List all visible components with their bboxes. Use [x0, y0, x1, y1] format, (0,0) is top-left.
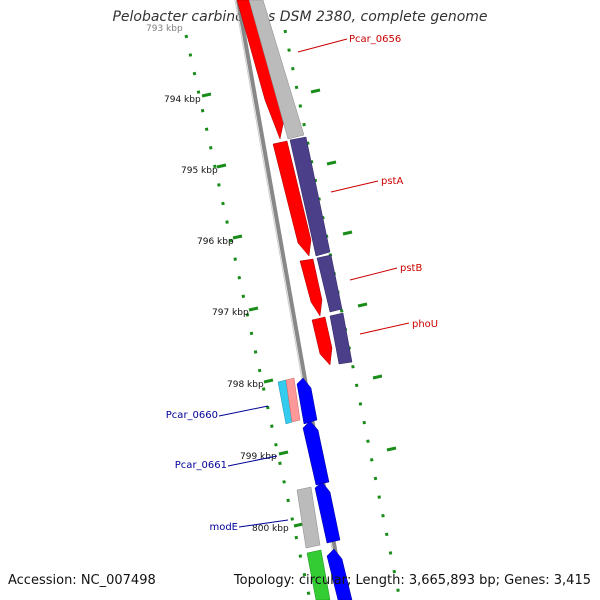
- leader-lines: [218, 38, 410, 528]
- tick-795: [216, 163, 227, 169]
- gene-label-psta: pstA: [381, 176, 403, 187]
- cog-gray-block-2: [296, 486, 321, 549]
- cog-left-track: [277, 377, 331, 600]
- tick-799: [278, 450, 289, 456]
- cds-forward-track: [236, 0, 333, 366]
- map-title: Pelobacter carbinolicus DSM 2380, comple…: [112, 9, 488, 25]
- cog-track: [248, 0, 353, 365]
- tick-797: [248, 306, 259, 312]
- ruler-label-795: 795 kbp: [181, 166, 218, 176]
- genome-summary-label: Topology: circular; Length: 3,665,893 bp…: [233, 573, 591, 588]
- cog-gray-block: [248, 0, 305, 140]
- cog-purple-block-1: [289, 136, 331, 257]
- cds-mode: [314, 481, 341, 544]
- gene-label-pcar-0661: Pcar_0661: [175, 460, 227, 471]
- cds-pstb: [299, 258, 323, 317]
- gene-label-mode: modE: [209, 522, 238, 533]
- gc-skew-track-inner: [184, 34, 312, 600]
- cog-purple-block-3: [329, 312, 353, 365]
- tick-798: [263, 378, 274, 384]
- tick-800: [293, 522, 304, 528]
- ruler-label-793: 793 kbp: [146, 24, 183, 34]
- ruler-label-796: 796 kbp: [197, 237, 234, 247]
- cds-next: [326, 548, 353, 600]
- ruler-label-794: 794 kbp: [164, 95, 201, 105]
- ruler-label-798: 798 kbp: [227, 380, 264, 390]
- gene-label-phou: phoU: [412, 319, 438, 330]
- cds-reverse-track: [296, 377, 353, 600]
- cog-pink-block: [285, 377, 301, 423]
- ruler-label-797: 797 kbp: [212, 308, 249, 318]
- cds-pcar-0660: [296, 377, 318, 425]
- cog-green-block: [306, 549, 331, 600]
- cds-phou: [311, 316, 333, 366]
- gene-label-pstb: pstB: [400, 263, 422, 274]
- cds-pcar-0661: [302, 420, 330, 486]
- accession-label: Accession: NC_007498: [8, 573, 156, 588]
- gene-label-pcar-0660: Pcar_0660: [166, 410, 218, 421]
- gene-label-pcar-0656: Pcar_0656: [349, 34, 401, 45]
- cds-psta: [272, 140, 312, 257]
- tick-794: [201, 92, 212, 98]
- ruler-ticks: [201, 88, 397, 528]
- gc-skew-track-outer: [283, 29, 402, 600]
- ruler-label-799: 799 kbp: [240, 452, 277, 462]
- tick-796: [232, 234, 243, 240]
- cds-pcar-0656: [236, 0, 285, 140]
- ruler-label-800: 800 kbp: [252, 524, 289, 534]
- cog-purple-block-2: [316, 254, 343, 313]
